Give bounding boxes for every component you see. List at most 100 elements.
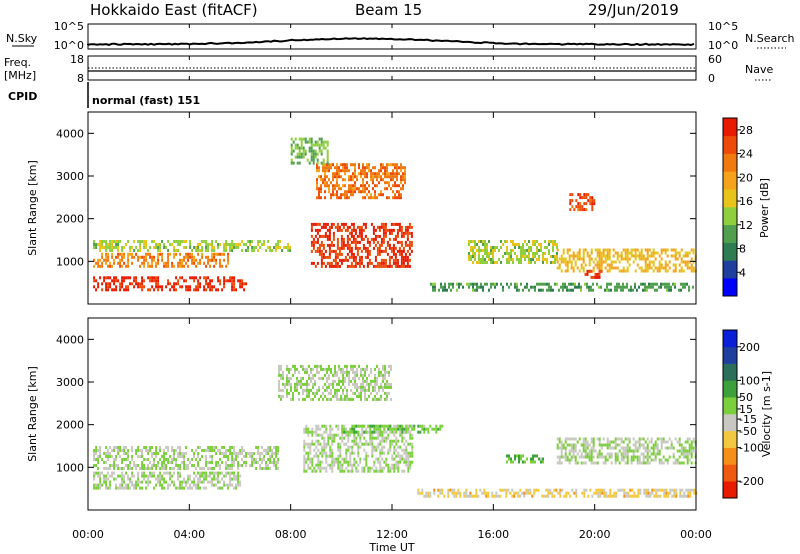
- power-cell: [676, 251, 679, 255]
- power-cell: [610, 266, 613, 270]
- velocity-cell: [646, 461, 649, 465]
- velocity-cell: [369, 466, 372, 470]
- velocity-cell: [624, 446, 627, 450]
- power-cell: [552, 288, 554, 292]
- power-cell: [480, 249, 482, 252]
- power-cell: [636, 263, 639, 267]
- power-cell: [151, 279, 154, 283]
- power-cell: [336, 246, 339, 250]
- velocity-cell: [417, 430, 420, 434]
- power-cell: [376, 240, 379, 244]
- velocity-cell: [360, 385, 362, 389]
- power-cell: [239, 285, 242, 289]
- power-cell: [137, 255, 140, 259]
- velocity-cell: [612, 446, 615, 450]
- power-cell: [310, 261, 313, 265]
- velocity-cell: [401, 457, 404, 461]
- velocity-cell: [381, 430, 384, 434]
- velocity-cell: [330, 397, 332, 401]
- velocity-cell: [311, 442, 314, 446]
- power-cell: [350, 231, 353, 235]
- power-cell: [121, 264, 124, 268]
- power-cell: [123, 276, 126, 280]
- power-cell: [566, 263, 569, 267]
- power-cell: [596, 275, 599, 279]
- velocity-cell: [305, 442, 308, 446]
- velocity-cell: [650, 440, 653, 444]
- velocity-cell: [664, 446, 667, 450]
- velocity-cell: [337, 433, 340, 437]
- power-cell: [652, 260, 655, 264]
- power-cell: [328, 187, 330, 191]
- power-cell: [350, 190, 352, 194]
- velocity-cell: [439, 488, 442, 492]
- power-cell: [211, 255, 214, 259]
- power-cell: [552, 261, 554, 264]
- velocity-cell: [590, 455, 593, 459]
- velocity-cell: [339, 448, 342, 452]
- velocity-cell: [551, 491, 554, 495]
- power-cell: [223, 279, 226, 283]
- velocity-cell: [340, 394, 342, 398]
- velocity-cell: [131, 483, 134, 487]
- power-cell: [474, 288, 476, 292]
- power-cell: [101, 252, 104, 256]
- velocity-cell: [271, 461, 274, 464]
- power-cell: [664, 269, 667, 273]
- power-cell: [574, 282, 576, 286]
- velocity-cell: [315, 469, 318, 473]
- velocity-cell: [185, 464, 188, 467]
- power-cell: [175, 276, 178, 280]
- velocity-cell: [306, 388, 308, 392]
- power-cell: [187, 255, 190, 259]
- velocity-cell: [326, 388, 328, 392]
- power-cell: [151, 240, 154, 243]
- power-cell: [376, 246, 379, 250]
- velocity-cell: [391, 463, 394, 467]
- velocity-cell: [183, 477, 186, 481]
- velocity-cell: [687, 491, 690, 495]
- power-cell: [390, 172, 392, 176]
- power-cell: [310, 243, 313, 247]
- power-cell: [650, 251, 653, 255]
- velocity-cell: [278, 370, 280, 374]
- velocity-cell: [339, 463, 342, 467]
- velocity-cell: [197, 452, 200, 455]
- power-cell: [632, 254, 635, 258]
- velocity-cell: [179, 471, 182, 475]
- velocity-cell: [598, 443, 601, 447]
- velocity-cell: [103, 480, 106, 484]
- velocity-cell: [319, 463, 322, 467]
- velocity-cell: [355, 460, 358, 464]
- velocity-cell: [306, 394, 308, 398]
- velocity-cell: [337, 424, 340, 428]
- power-cell: [468, 258, 470, 261]
- power-cell: [474, 255, 476, 258]
- velocity-cell: [278, 367, 280, 371]
- power-cell: [187, 285, 190, 289]
- velocity-cell: [189, 477, 192, 481]
- velocity-cell: [333, 433, 336, 437]
- power-cell: [490, 246, 492, 249]
- power-cell: [588, 269, 591, 273]
- power-cell: [324, 140, 327, 144]
- velocity-cell: [634, 449, 637, 453]
- velocity-cell: [330, 391, 332, 395]
- power-cell: [350, 178, 352, 182]
- velocity-cell: [131, 471, 134, 475]
- power-cell: [540, 249, 542, 252]
- power-cell: [644, 288, 646, 292]
- power-cell: [191, 261, 194, 265]
- velocity-cell: [199, 458, 202, 461]
- power-cell: [366, 255, 369, 259]
- velocity-cell: [425, 494, 428, 498]
- power-colorbar-swatch: [723, 189, 737, 208]
- power-cell: [324, 255, 327, 259]
- velocity-cell: [309, 442, 312, 446]
- velocity-cell: [161, 455, 164, 458]
- power-cell: [582, 266, 585, 270]
- velocity-cell: [219, 458, 222, 461]
- power-cell: [690, 266, 693, 270]
- velocity-cell: [374, 373, 376, 377]
- date-label: 29/Jun/2019: [588, 1, 679, 19]
